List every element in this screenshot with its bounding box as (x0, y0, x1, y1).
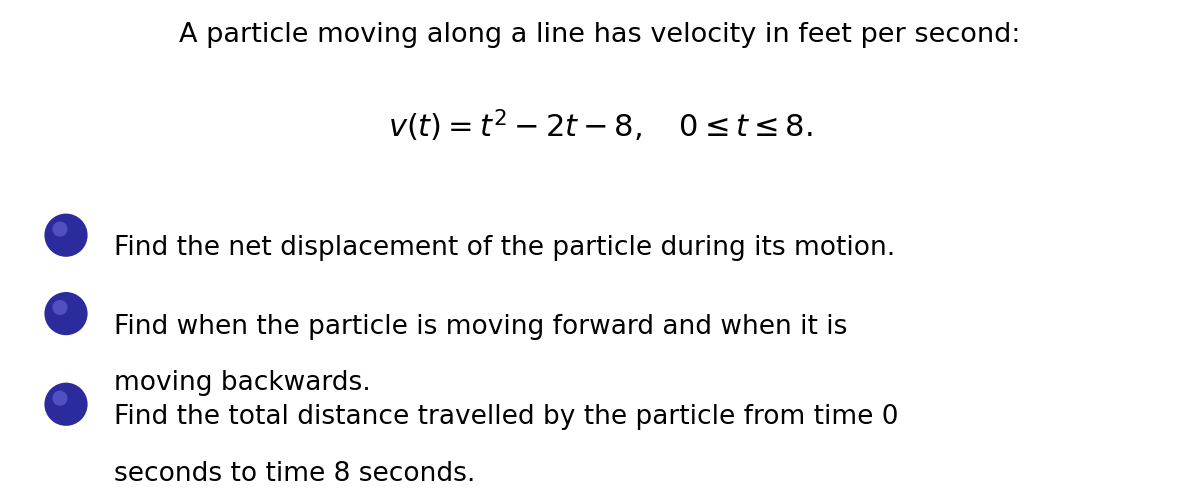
Text: Find the total distance travelled by the particle from time 0: Find the total distance travelled by the… (114, 404, 899, 430)
Text: seconds to time 8 seconds.: seconds to time 8 seconds. (114, 461, 475, 487)
Text: Find when the particle is moving forward and when it is: Find when the particle is moving forward… (114, 314, 847, 340)
Text: $v(t) = t^2 - 2t - 8, \quad 0 \leq t \leq 8.$: $v(t) = t^2 - 2t - 8, \quad 0 \leq t \le… (388, 108, 812, 144)
Text: Find the net displacement of the particle during its motion.: Find the net displacement of the particl… (114, 235, 895, 261)
Text: moving backwards.: moving backwards. (114, 370, 371, 396)
Text: A particle moving along a line has velocity in feet per second:: A particle moving along a line has veloc… (179, 22, 1021, 48)
